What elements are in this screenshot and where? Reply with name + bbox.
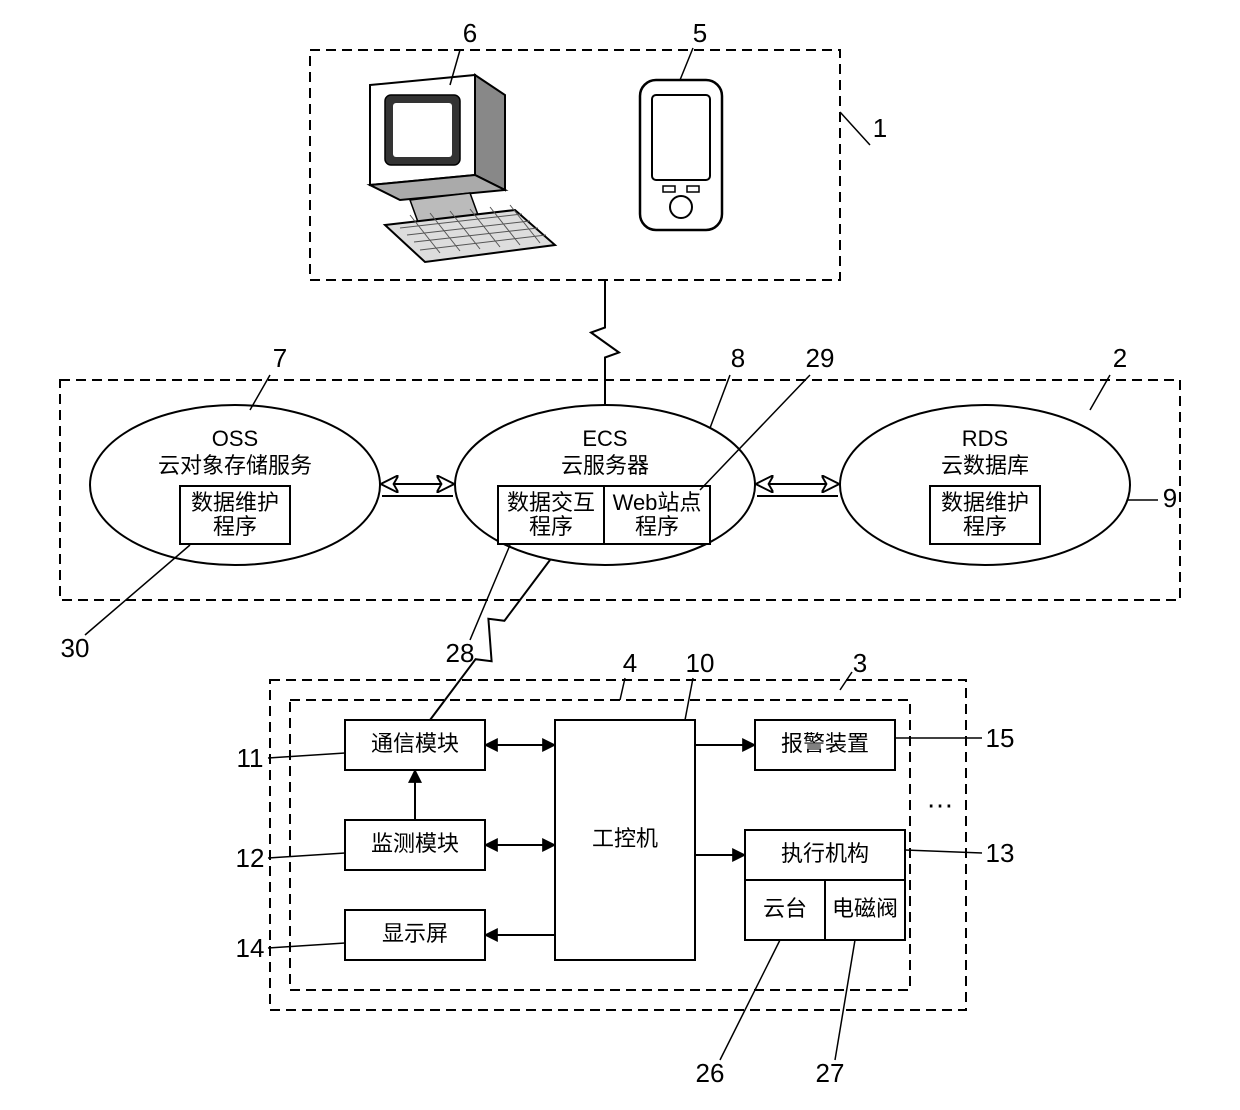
oss-inner-l2: 程序 — [213, 514, 257, 539]
label-28: 28 — [446, 638, 475, 668]
label-26: 26 — [696, 1058, 725, 1088]
label-27: 27 — [816, 1058, 845, 1088]
rds-title2: 云数据库 — [941, 453, 1029, 478]
oss-title1: OSS — [212, 426, 258, 451]
label-13: 13 — [986, 838, 1015, 868]
ipc-label: 工控机 — [592, 826, 658, 851]
comm-label: 通信模块 — [371, 731, 459, 756]
oss-title2: 云对象存储服务 — [158, 453, 312, 478]
ecs-title2: 云服务器 — [561, 453, 649, 478]
oss-inner-l1: 数据维护 — [191, 490, 279, 515]
label-12: 12 — [236, 843, 265, 873]
label-14: 14 — [236, 933, 265, 963]
label-15: 15 — [986, 723, 1015, 753]
phone-icon — [640, 80, 722, 230]
ecs-left-l2: 程序 — [529, 514, 573, 539]
rds-inner-l2: 程序 — [963, 514, 1007, 539]
rds-inner-l1: 数据维护 — [941, 490, 1029, 515]
ecs-title1: ECS — [582, 426, 627, 451]
actuator-label: 执行机构 — [781, 841, 869, 866]
monitor-label: 监测模块 — [371, 831, 459, 856]
label-5: 5 — [693, 18, 707, 48]
dots: … — [926, 782, 954, 813]
label-8: 8 — [731, 343, 745, 373]
cloud-arrow-right — [757, 484, 838, 496]
computer-icon — [370, 75, 555, 262]
wireless-top — [591, 280, 619, 405]
label-6: 6 — [463, 18, 477, 48]
display-label: 显示屏 — [382, 921, 448, 946]
label-30: 30 — [61, 633, 90, 663]
label-10: 10 — [686, 648, 715, 678]
label-3: 3 — [853, 648, 867, 678]
ecs-right-l2: 程序 — [635, 514, 679, 539]
valve-label: 电磁阀 — [832, 896, 898, 921]
label-29: 29 — [806, 343, 835, 373]
cloud-arrow-left — [382, 484, 453, 496]
label-11: 11 — [237, 743, 264, 773]
label-2: 2 — [1113, 343, 1127, 373]
ecs-right-l1: Web站点 — [613, 490, 702, 515]
alarm-label: 报警装置 — [781, 731, 869, 756]
rds-title1: RDS — [962, 426, 1008, 451]
label-4: 4 — [623, 648, 637, 678]
label-7: 7 — [273, 343, 287, 373]
ecs-left-l1: 数据交互 — [507, 490, 595, 515]
label-1: 1 — [873, 113, 887, 143]
yuntai-label: 云台 — [763, 896, 807, 921]
label-9: 9 — [1163, 483, 1177, 513]
